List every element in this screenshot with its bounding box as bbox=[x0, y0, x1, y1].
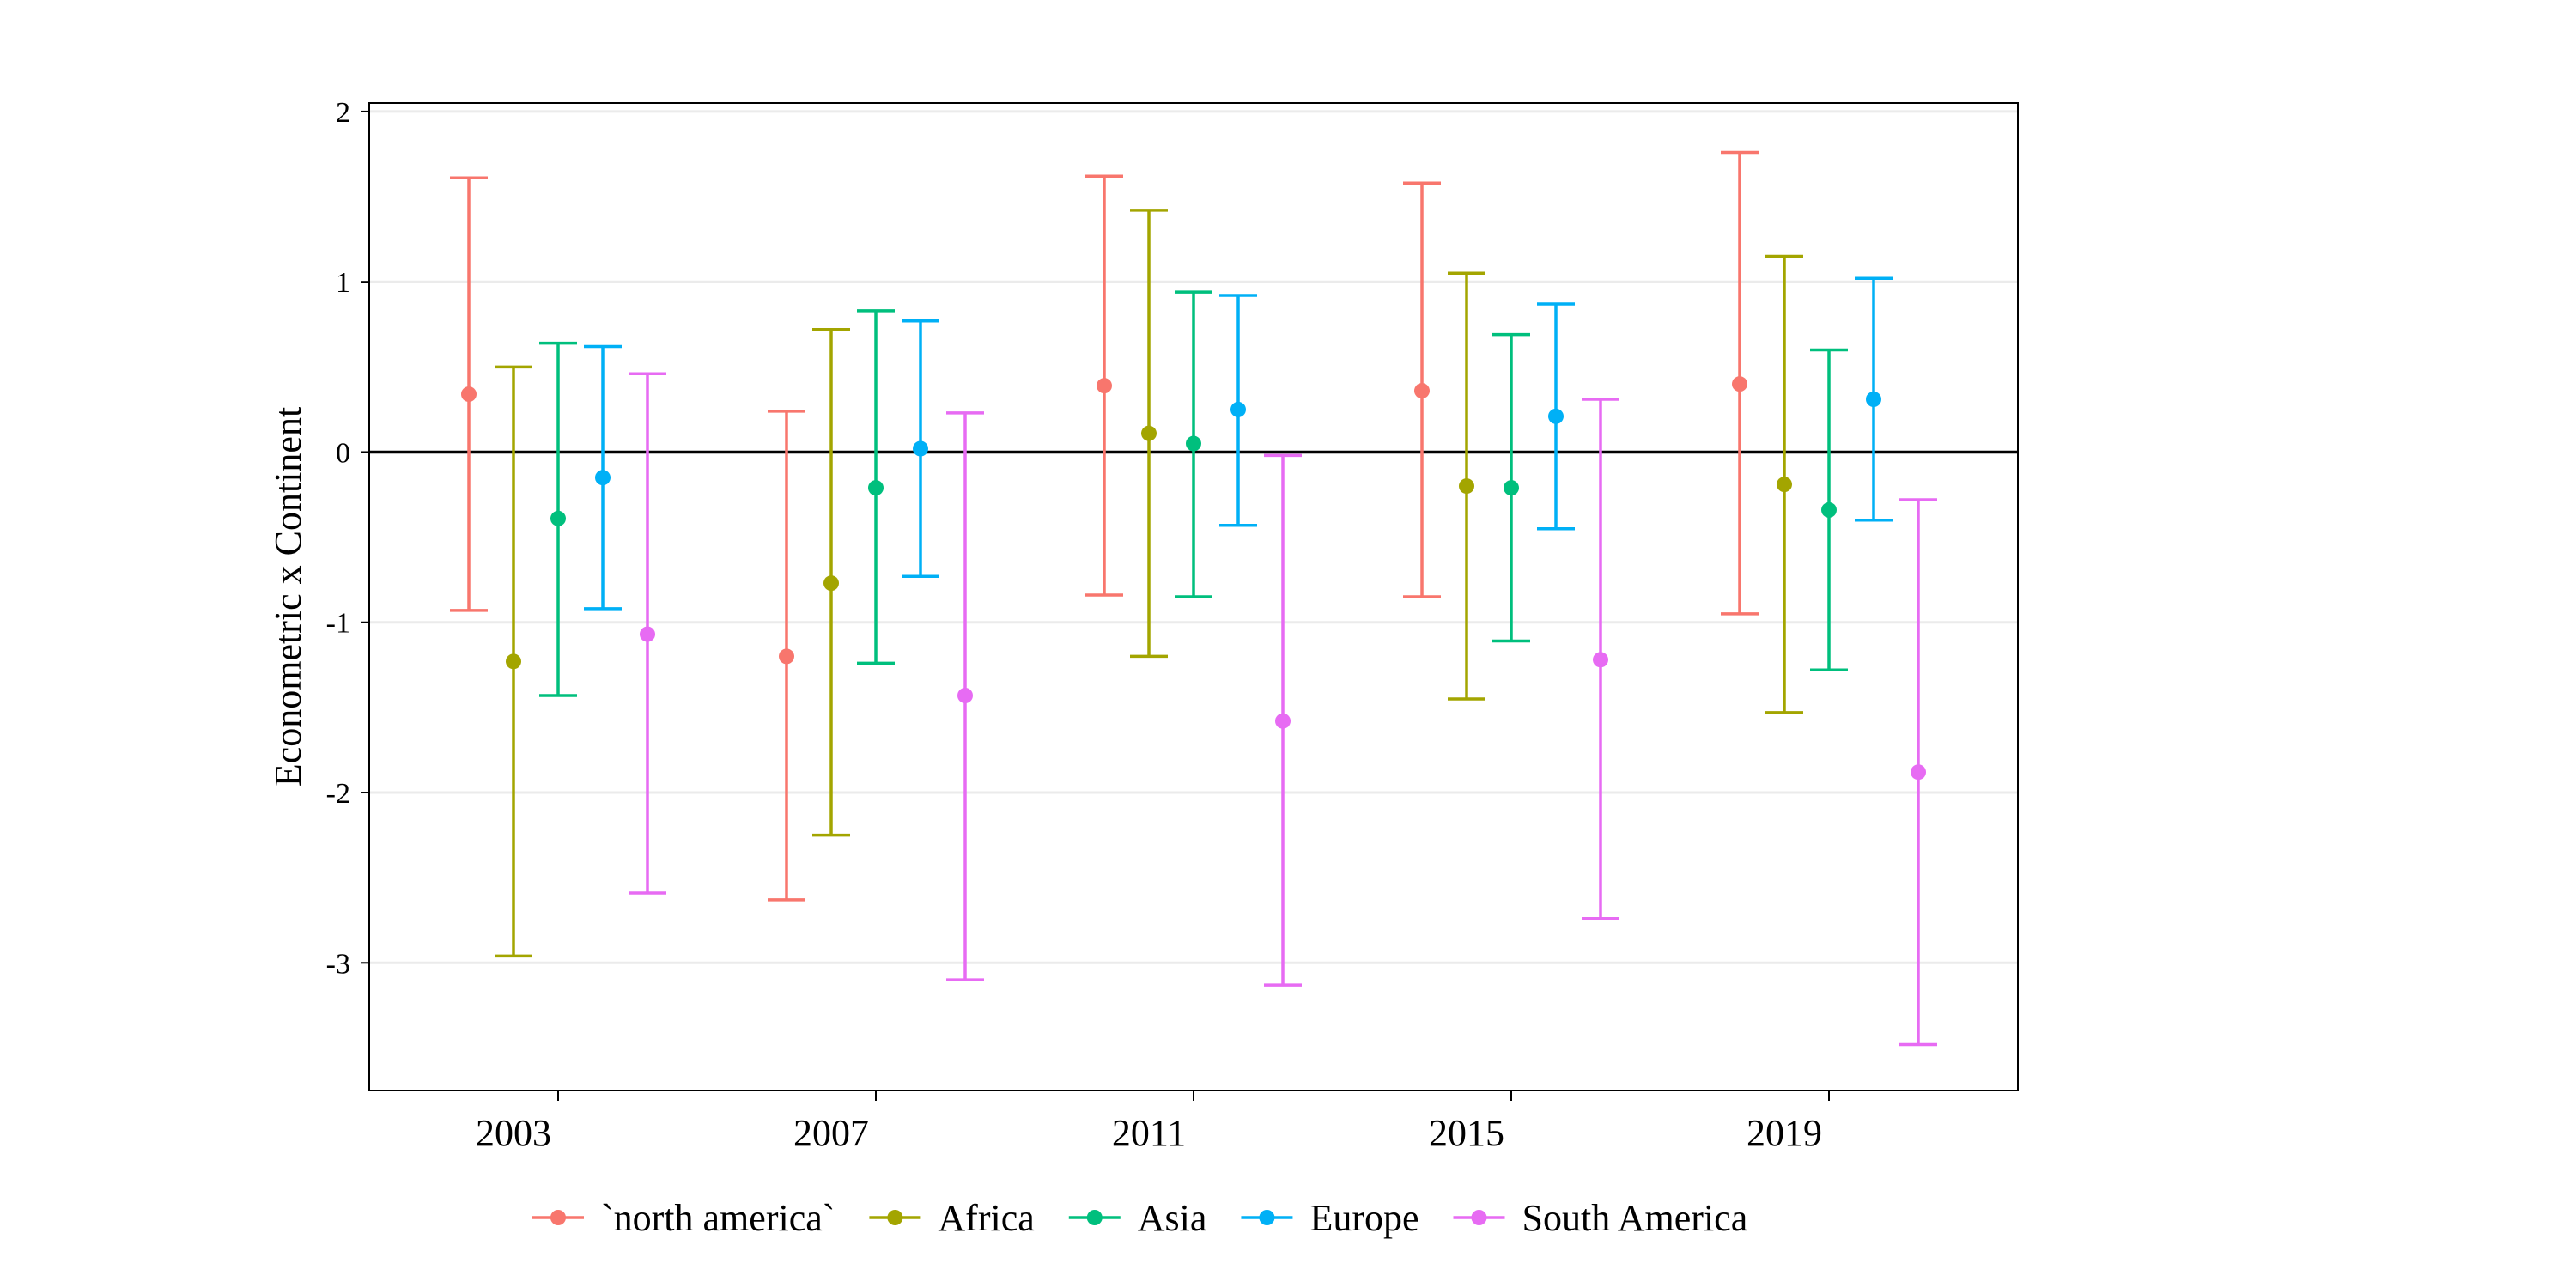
y-tick-label: 2 bbox=[336, 97, 350, 129]
data-point bbox=[779, 648, 794, 665]
y-tick-label: 1 bbox=[336, 267, 350, 299]
x-tick-label: 2007 bbox=[793, 1112, 869, 1154]
data-point bbox=[550, 510, 566, 526]
data-point bbox=[1186, 435, 1201, 452]
legend-key-point bbox=[1086, 1210, 1103, 1225]
data-point bbox=[1459, 478, 1474, 495]
data-point bbox=[640, 626, 655, 642]
legend-label: South America bbox=[1522, 1197, 1748, 1239]
data-point bbox=[1911, 764, 1926, 781]
data-point bbox=[1732, 376, 1747, 392]
data-point bbox=[868, 480, 884, 496]
legend-key-point bbox=[550, 1210, 566, 1225]
data-point bbox=[1414, 383, 1430, 399]
x-tick-label: 2003 bbox=[476, 1112, 551, 1154]
y-axis: 2 1 0 -1 -2 -3 bbox=[326, 97, 369, 980]
legend-label: Asia bbox=[1138, 1197, 1207, 1239]
data-point bbox=[595, 470, 611, 486]
data-points bbox=[461, 376, 1926, 781]
legend-item: Africa bbox=[869, 1197, 1035, 1239]
y-tick-label: -2 bbox=[326, 778, 350, 810]
legend-item: Asia bbox=[1068, 1197, 1207, 1239]
data-point bbox=[1097, 378, 1112, 394]
y-tick-label: -3 bbox=[326, 948, 350, 980]
x-tick-label: 2015 bbox=[1429, 1112, 1504, 1154]
data-point bbox=[1275, 713, 1291, 729]
y-axis-title: Econometric x Continent bbox=[267, 407, 309, 787]
data-point bbox=[1866, 392, 1881, 407]
x-tick-label: 2019 bbox=[1747, 1112, 1822, 1154]
data-point bbox=[823, 575, 839, 592]
data-point bbox=[957, 688, 973, 703]
x-tick-label: 2011 bbox=[1112, 1112, 1186, 1154]
data-point bbox=[1821, 501, 1837, 518]
legend-key-point bbox=[887, 1210, 903, 1225]
legend-item: `north america` bbox=[532, 1197, 835, 1239]
legend-label: Europe bbox=[1309, 1197, 1419, 1239]
x-axis: 2003 2007 2011 2015 2019 bbox=[476, 1091, 1830, 1154]
data-point bbox=[1548, 408, 1564, 424]
data-point bbox=[461, 386, 477, 403]
data-point bbox=[1141, 425, 1157, 441]
legend-label: Africa bbox=[938, 1197, 1034, 1239]
legend-key-point bbox=[1259, 1210, 1275, 1225]
legend: `north america` Africa Asia Europe South Ame… bbox=[532, 1197, 1747, 1239]
data-point bbox=[506, 653, 521, 670]
data-point bbox=[1230, 401, 1246, 417]
legend-label: `north america` bbox=[601, 1197, 835, 1239]
data-point bbox=[1504, 480, 1519, 496]
data-point bbox=[1777, 477, 1792, 493]
legend-item: South America bbox=[1453, 1197, 1748, 1239]
data-point bbox=[1593, 652, 1608, 668]
data-point bbox=[913, 440, 928, 457]
y-tick-label: -1 bbox=[326, 608, 350, 640]
y-tick-label: 0 bbox=[336, 437, 350, 469]
legend-item: Europe bbox=[1241, 1197, 1419, 1239]
legend-key-point bbox=[1471, 1210, 1487, 1225]
